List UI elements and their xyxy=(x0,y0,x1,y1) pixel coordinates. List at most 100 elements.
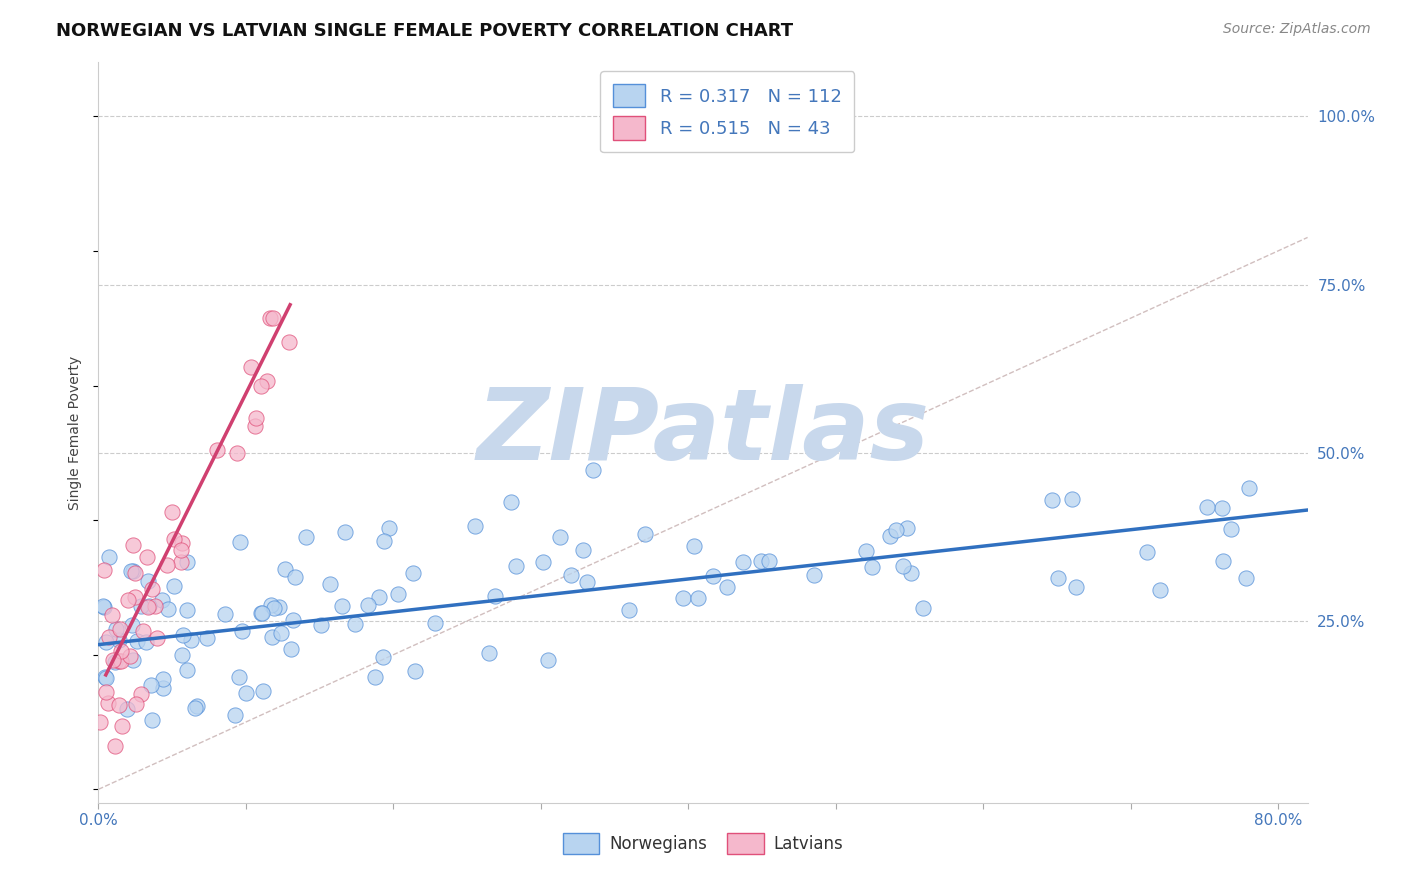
Point xyxy=(150,593,173,607)
Point xyxy=(172,628,194,642)
Point xyxy=(364,670,387,684)
Point xyxy=(108,632,131,647)
Point xyxy=(250,606,273,620)
Point xyxy=(1066,580,1088,594)
Point xyxy=(156,558,179,572)
Text: Source: ZipAtlas.com: Source: ZipAtlas.com xyxy=(1223,22,1371,37)
Point xyxy=(702,569,724,583)
Point xyxy=(120,648,142,663)
Point xyxy=(180,633,202,648)
Point xyxy=(572,542,595,557)
Point xyxy=(97,631,120,645)
Point xyxy=(634,526,657,541)
Point xyxy=(1211,501,1233,516)
Point xyxy=(273,562,295,576)
Point xyxy=(160,505,183,519)
Point xyxy=(751,553,773,567)
Point xyxy=(152,673,174,687)
Point xyxy=(1212,554,1234,568)
Point xyxy=(343,616,366,631)
Point xyxy=(501,495,523,509)
Point xyxy=(117,592,139,607)
Point xyxy=(404,664,426,678)
Point xyxy=(125,698,148,712)
Point xyxy=(357,598,380,612)
Point xyxy=(270,626,292,640)
Point xyxy=(141,582,163,596)
Point xyxy=(228,670,250,684)
Point xyxy=(163,533,186,547)
Point xyxy=(891,558,914,573)
Point xyxy=(124,590,146,604)
Point xyxy=(176,603,198,617)
Point xyxy=(387,587,409,601)
Point xyxy=(122,653,145,667)
Point xyxy=(900,566,922,581)
Point xyxy=(423,616,446,631)
Text: NORWEGIAN VS LATVIAN SINGLE FEMALE POVERTY CORRELATION CHART: NORWEGIAN VS LATVIAN SINGLE FEMALE POVER… xyxy=(56,22,793,40)
Point xyxy=(240,359,263,374)
Point xyxy=(146,631,169,645)
Point xyxy=(884,523,907,537)
Point xyxy=(250,606,273,620)
Point xyxy=(267,600,290,615)
Point xyxy=(231,624,253,638)
Point xyxy=(280,642,302,657)
Point xyxy=(170,555,193,569)
Point xyxy=(110,654,132,668)
Point xyxy=(582,463,605,477)
Point xyxy=(152,681,174,696)
Point xyxy=(283,613,305,627)
Point xyxy=(243,419,266,434)
Point xyxy=(683,540,706,554)
Point xyxy=(104,655,127,669)
Point xyxy=(245,410,267,425)
Point xyxy=(91,599,114,613)
Point xyxy=(278,335,301,350)
Point xyxy=(464,518,486,533)
Point xyxy=(1195,500,1218,514)
Point xyxy=(259,311,281,326)
Point xyxy=(125,633,148,648)
Point xyxy=(205,442,228,457)
Point xyxy=(686,591,709,605)
Point xyxy=(912,601,935,615)
Point xyxy=(225,445,247,459)
Point xyxy=(1046,571,1069,585)
Point xyxy=(136,550,159,565)
Point xyxy=(176,663,198,677)
Point xyxy=(139,678,162,692)
Point xyxy=(896,521,918,535)
Point xyxy=(170,543,193,558)
Point xyxy=(879,529,901,543)
Point xyxy=(101,653,124,667)
Point xyxy=(505,559,527,574)
Point xyxy=(576,575,599,590)
Point xyxy=(716,580,738,594)
Point xyxy=(163,579,186,593)
Point xyxy=(262,311,284,326)
Point xyxy=(184,701,207,715)
Point xyxy=(115,701,138,715)
Point xyxy=(860,559,883,574)
Point xyxy=(93,600,115,615)
Point xyxy=(1234,571,1257,585)
Point xyxy=(131,624,153,639)
Point xyxy=(104,739,127,753)
Point xyxy=(224,708,246,723)
Point xyxy=(235,686,257,700)
Point xyxy=(176,555,198,569)
Legend: Norwegians, Latvians: Norwegians, Latvians xyxy=(555,826,851,861)
Text: ZIPatlas: ZIPatlas xyxy=(477,384,929,481)
Point xyxy=(89,714,111,729)
Point xyxy=(110,719,132,733)
Point xyxy=(484,590,506,604)
Point xyxy=(1040,492,1063,507)
Point xyxy=(195,631,218,645)
Point xyxy=(229,534,252,549)
Point xyxy=(560,567,582,582)
Point xyxy=(107,698,129,713)
Point xyxy=(1149,583,1171,598)
Point xyxy=(135,634,157,648)
Point xyxy=(260,598,283,612)
